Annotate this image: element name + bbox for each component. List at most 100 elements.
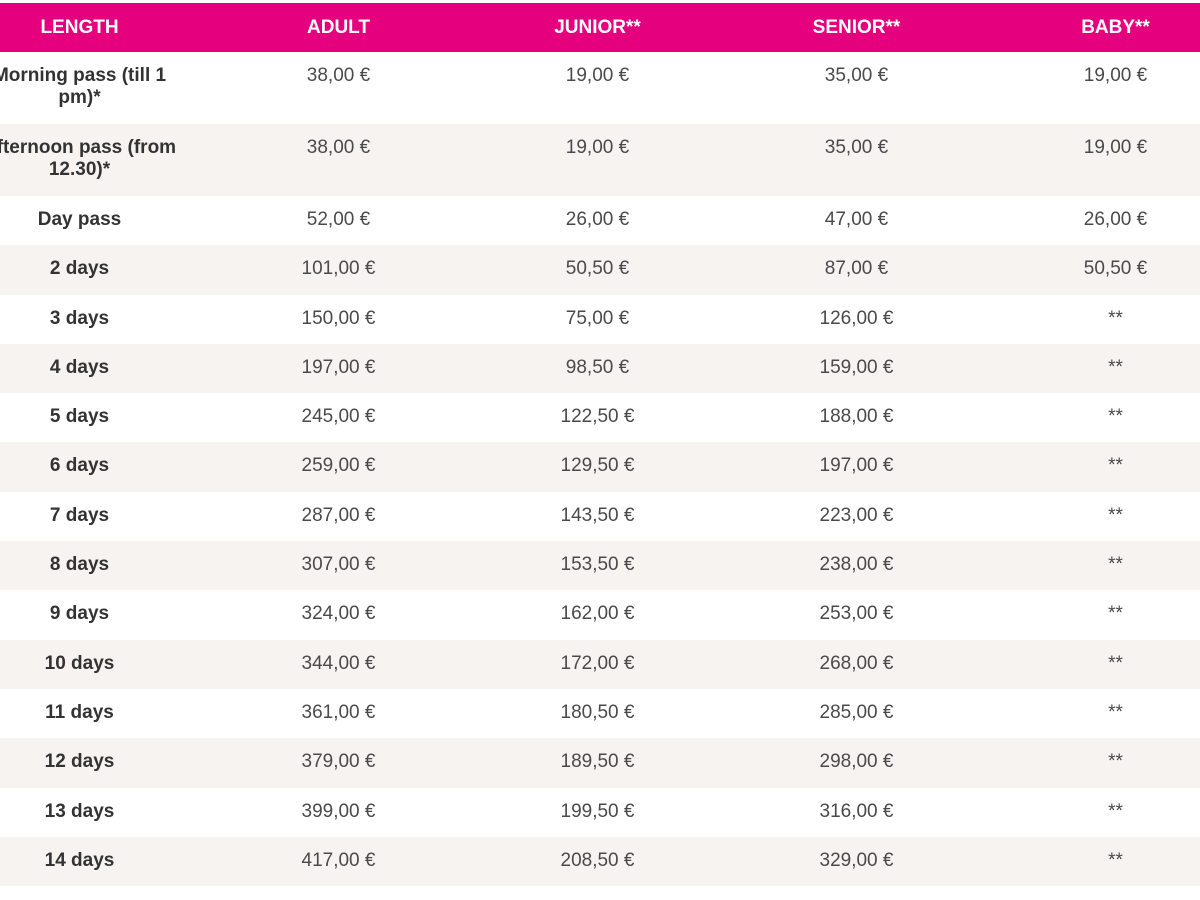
price-cell-text: 344,00 €	[301, 652, 376, 674]
length-cell: Day pass	[0, 196, 209, 245]
price-cell: 126,00 €	[727, 295, 986, 344]
price-cell: 316,00 €	[727, 788, 986, 837]
price-cell-text: 329,00 €	[819, 849, 894, 871]
length-cell: 5 days	[0, 393, 209, 442]
length-cell-text: 10 days	[44, 652, 115, 674]
price-cell: 189,50 €	[468, 738, 727, 788]
price-cell-text: 268,00 €	[819, 652, 894, 674]
price-cell-text: 223,00 €	[819, 504, 894, 526]
price-cell-text: 287,00 €	[301, 504, 376, 526]
header-cell: ADULT	[209, 3, 468, 52]
header-cell-text: LENGTH	[40, 17, 119, 38]
price-cell: 19,00 €	[986, 52, 1200, 124]
price-cell-text: 87,00 €	[824, 258, 889, 280]
price-cell: **	[986, 689, 1200, 738]
header-cell: SENIOR**	[727, 3, 986, 52]
price-cell-text: 129,50 €	[560, 455, 635, 477]
price-cell-text: 238,00 €	[819, 554, 894, 576]
price-cell: 153,50 €	[468, 541, 727, 591]
price-cell: 344,00 €	[209, 639, 468, 689]
length-cell-text: 13 days	[44, 800, 115, 822]
price-cell: **	[986, 738, 1200, 788]
price-cell-text: 47,00 €	[824, 209, 889, 230]
length-cell: 11 days	[0, 689, 209, 738]
price-cell-text: 259,00 €	[301, 455, 376, 477]
price-cell-text: 50,50 €	[565, 258, 630, 280]
price-cell-text: 143,50 €	[560, 504, 635, 526]
price-cell: **	[986, 788, 1200, 837]
price-cell: 361,00 €	[209, 689, 468, 738]
price-cell-text: 188,00 €	[819, 406, 894, 428]
price-cell-text: 19,00 €	[1083, 65, 1148, 86]
price-cell-text: 159,00 €	[819, 356, 894, 378]
price-cell: 329,00 €	[727, 836, 986, 887]
price-cell: 172,00 €	[468, 639, 727, 689]
price-cell-text: 361,00 €	[301, 701, 376, 723]
price-cell-text: 19,00 €	[1083, 137, 1148, 158]
price-cell: 38,00 €	[209, 124, 468, 196]
price-cell: 75,00 €	[468, 295, 727, 344]
price-cell-text: 285,00 €	[819, 701, 894, 723]
price-cell: 287,00 €	[209, 492, 468, 541]
price-cell-text: 189,50 €	[560, 751, 635, 773]
price-cell: **	[986, 343, 1200, 394]
price-cell: 50,50 €	[986, 245, 1200, 295]
price-cell: **	[986, 836, 1200, 887]
length-cell: 7 days	[0, 492, 209, 541]
price-cell: 129,50 €	[468, 442, 727, 492]
price-cell-text: **	[1108, 849, 1123, 871]
price-cell: 122,50 €	[468, 393, 727, 442]
price-cell-text: **	[1108, 800, 1123, 822]
price-cell-text: 126,00 €	[819, 307, 894, 329]
price-cell-text: 52,00 €	[306, 209, 371, 230]
price-cell-text: 101,00 €	[301, 258, 376, 280]
price-cell: 208,50 €	[468, 836, 727, 887]
price-cell-text: 75,00 €	[565, 307, 630, 329]
price-cell: 417,00 €	[209, 836, 468, 887]
price-cell-text: **	[1108, 652, 1123, 674]
price-cell: 259,00 €	[209, 442, 468, 492]
price-cell-text: 162,00 €	[560, 603, 635, 625]
price-cell-text: 245,00 €	[301, 406, 376, 428]
price-cell-text: 26,00 €	[565, 209, 630, 230]
length-cell-text: Morning pass (till 1 pm)*	[0, 65, 167, 108]
length-cell-text: Afternoon pass (from 12.30)*	[0, 137, 177, 180]
length-cell-text: 6 days	[49, 455, 110, 477]
header-cell: JUNIOR**	[468, 3, 727, 52]
price-cell: 19,00 €	[468, 124, 727, 196]
price-cell: 162,00 €	[468, 590, 727, 639]
price-cell: 47,00 €	[727, 196, 986, 245]
price-cell-text: 208,50 €	[560, 849, 635, 871]
length-cell-text: 11 days	[45, 701, 114, 723]
price-cell-text: 417,00 €	[301, 849, 376, 871]
price-cell: 223,00 €	[727, 492, 986, 541]
price-cell: 197,00 €	[209, 343, 468, 394]
price-cell: 199,50 €	[468, 788, 727, 837]
price-cell-text: **	[1108, 356, 1123, 378]
price-cell: 101,00 €	[209, 245, 468, 295]
price-cell-text: 98,50 €	[565, 356, 630, 378]
price-cell: 50,50 €	[468, 245, 727, 295]
length-cell-text: 12 days	[44, 751, 115, 773]
price-cell-text: **	[1108, 554, 1123, 576]
price-cell: 52,00 €	[209, 196, 468, 245]
price-cell: 143,50 €	[468, 492, 727, 541]
price-cell: 253,00 €	[727, 590, 986, 639]
price-cell: 98,50 €	[468, 343, 727, 394]
price-cell: 150,00 €	[209, 295, 468, 344]
price-cell-text: 307,00 €	[301, 554, 376, 576]
price-cell-text: 253,00 €	[819, 603, 894, 625]
length-cell: 6 days	[0, 442, 209, 492]
header-cell-text: BABY**	[1081, 17, 1150, 38]
length-cell: 8 days	[0, 541, 209, 591]
length-cell-text: 5 days	[49, 406, 110, 428]
price-cell: **	[986, 295, 1200, 344]
price-cell: 19,00 €	[468, 52, 727, 124]
length-cell-text: 2 days	[49, 258, 110, 280]
length-cell-text: 14 days	[44, 849, 115, 871]
price-cell: 159,00 €	[727, 343, 986, 394]
price-cell: 285,00 €	[727, 689, 986, 738]
price-cell: **	[986, 442, 1200, 492]
header-cell-text: JUNIOR**	[554, 17, 641, 38]
